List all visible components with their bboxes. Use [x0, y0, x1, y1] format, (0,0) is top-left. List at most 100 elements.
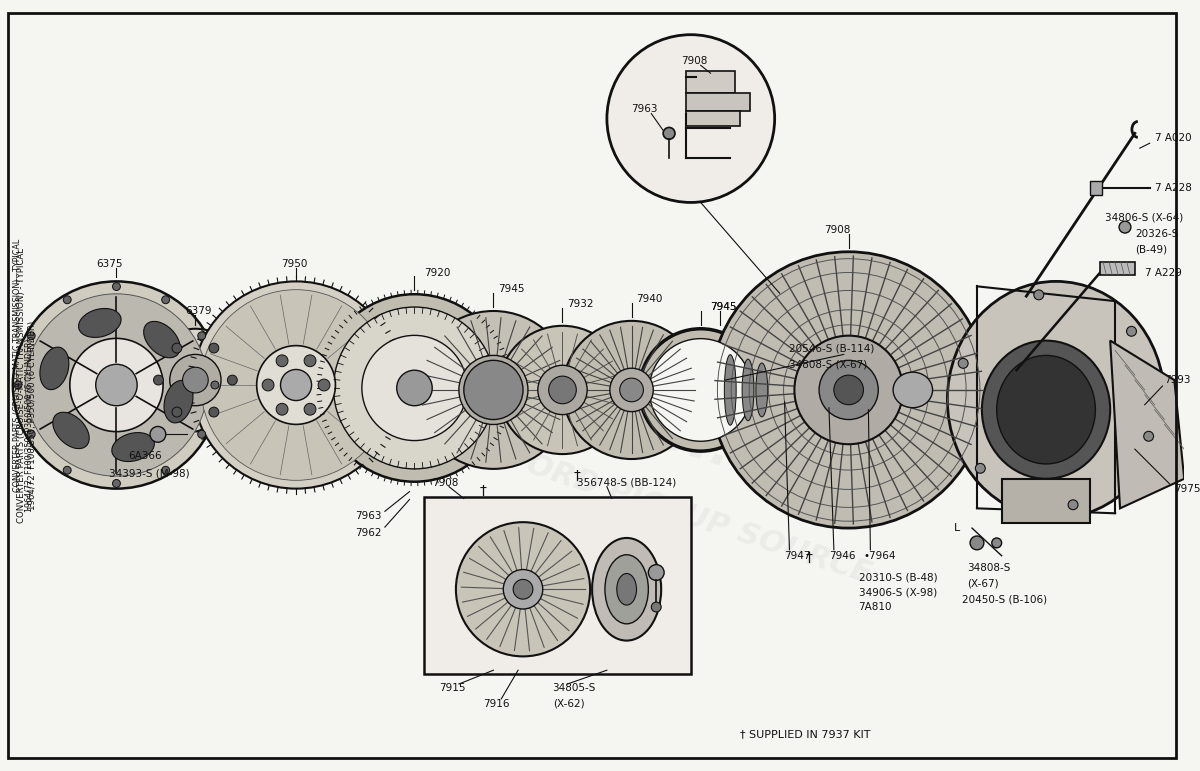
- Text: 34906-S (X-98): 34906-S (X-98): [858, 588, 937, 598]
- Circle shape: [64, 296, 71, 304]
- Circle shape: [304, 355, 316, 367]
- Circle shape: [150, 426, 166, 443]
- Circle shape: [162, 466, 169, 474]
- Ellipse shape: [192, 281, 400, 489]
- Ellipse shape: [982, 341, 1110, 479]
- Text: THE '67-'72 FORD PICKUP SOURCE: THE '67-'72 FORD PICKUP SOURCE: [308, 380, 876, 589]
- Circle shape: [1127, 326, 1136, 336]
- Ellipse shape: [182, 367, 209, 393]
- Text: †: †: [480, 483, 487, 497]
- Circle shape: [959, 359, 968, 369]
- Ellipse shape: [640, 328, 762, 451]
- Ellipse shape: [112, 433, 155, 462]
- Text: 7945: 7945: [710, 302, 737, 312]
- Ellipse shape: [750, 348, 774, 432]
- Ellipse shape: [414, 311, 572, 469]
- Text: 20310-S (B-48): 20310-S (B-48): [858, 572, 937, 582]
- Text: †: †: [805, 550, 812, 564]
- Ellipse shape: [362, 335, 467, 440]
- Text: 7915: 7915: [439, 683, 466, 693]
- Bar: [1091, 180, 1103, 194]
- Polygon shape: [1110, 341, 1184, 508]
- Text: •7964: •7964: [864, 550, 896, 561]
- Circle shape: [209, 343, 218, 353]
- Ellipse shape: [281, 369, 312, 401]
- Ellipse shape: [200, 290, 391, 480]
- Text: 7950: 7950: [281, 258, 307, 268]
- Text: 7962: 7962: [355, 528, 382, 538]
- Text: 1964/72  F100/350, P350/500 (6 CYLINDER): 1964/72 F100/350, P350/500 (6 CYLINDER): [25, 338, 34, 512]
- Ellipse shape: [548, 376, 576, 404]
- Ellipse shape: [756, 363, 768, 417]
- Ellipse shape: [25, 294, 208, 476]
- Circle shape: [607, 35, 775, 203]
- Ellipse shape: [710, 252, 986, 528]
- Circle shape: [162, 296, 169, 304]
- Ellipse shape: [144, 322, 180, 358]
- Text: 20546-S (B-114): 20546-S (B-114): [790, 344, 875, 353]
- Ellipse shape: [592, 538, 661, 641]
- Ellipse shape: [947, 281, 1164, 518]
- Ellipse shape: [70, 338, 163, 432]
- Circle shape: [113, 283, 120, 291]
- Text: 6A366: 6A366: [128, 451, 162, 461]
- Text: 7975: 7975: [1175, 483, 1200, 493]
- Ellipse shape: [736, 342, 760, 437]
- Text: 34393-S (M-98): 34393-S (M-98): [108, 469, 190, 479]
- Circle shape: [664, 127, 674, 140]
- Text: 7916: 7916: [484, 699, 510, 709]
- Ellipse shape: [719, 335, 742, 444]
- Ellipse shape: [320, 295, 509, 482]
- Bar: [1002, 479, 1091, 524]
- Ellipse shape: [96, 364, 137, 406]
- Ellipse shape: [834, 375, 864, 405]
- Ellipse shape: [144, 328, 247, 432]
- Circle shape: [211, 381, 218, 389]
- Ellipse shape: [893, 372, 932, 408]
- Text: 7 A229: 7 A229: [1145, 268, 1182, 278]
- Text: 7908: 7908: [824, 225, 851, 235]
- Text: L: L: [954, 523, 960, 533]
- Text: 7993: 7993: [1164, 375, 1190, 385]
- Text: †: †: [574, 469, 581, 483]
- Ellipse shape: [820, 360, 878, 419]
- Text: CONVERTER PARTS (CRUISE-O-MATIC TRANSMISSION) - TYPICAL: CONVERTER PARTS (CRUISE-O-MATIC TRANSMIS…: [13, 239, 23, 493]
- Ellipse shape: [456, 522, 590, 656]
- Circle shape: [1034, 290, 1044, 300]
- Ellipse shape: [514, 580, 533, 599]
- Circle shape: [1068, 500, 1078, 510]
- Text: 34808-S (X-67): 34808-S (X-67): [790, 359, 868, 369]
- Text: 6379: 6379: [186, 306, 212, 316]
- Text: 7947: 7947: [785, 550, 811, 561]
- Ellipse shape: [397, 370, 432, 406]
- Ellipse shape: [997, 355, 1096, 464]
- Ellipse shape: [13, 281, 220, 489]
- Circle shape: [64, 466, 71, 474]
- Circle shape: [228, 375, 238, 385]
- Circle shape: [1120, 221, 1130, 233]
- Circle shape: [970, 536, 984, 550]
- Text: (X-62): (X-62): [553, 699, 584, 709]
- Ellipse shape: [169, 355, 221, 406]
- Ellipse shape: [617, 574, 636, 605]
- Ellipse shape: [538, 365, 587, 415]
- Bar: [425, 497, 691, 674]
- Text: 7945: 7945: [498, 284, 524, 295]
- Circle shape: [28, 332, 35, 340]
- Text: 7946: 7946: [829, 550, 856, 561]
- Text: 7 A020: 7 A020: [1154, 133, 1192, 143]
- Text: 7963: 7963: [355, 511, 382, 521]
- Text: 7932: 7932: [568, 299, 594, 309]
- Circle shape: [209, 407, 218, 417]
- Circle shape: [14, 381, 22, 389]
- Text: FORDIFICATION.COM: FORDIFICATION.COM: [268, 281, 869, 520]
- Circle shape: [991, 538, 1002, 548]
- Text: 7A810: 7A810: [858, 602, 892, 612]
- Ellipse shape: [619, 378, 643, 402]
- Circle shape: [172, 343, 182, 353]
- Text: 7920: 7920: [425, 268, 451, 278]
- Circle shape: [276, 403, 288, 415]
- Text: 34805-S: 34805-S: [553, 683, 596, 693]
- Text: 7963: 7963: [631, 103, 658, 113]
- Ellipse shape: [725, 355, 736, 426]
